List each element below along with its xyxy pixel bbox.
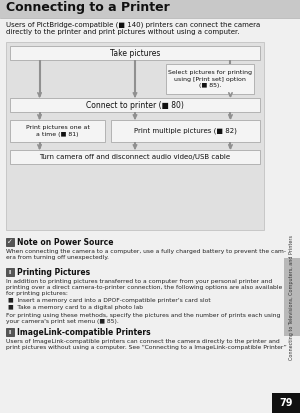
Text: Connect to printer (■ 80): Connect to printer (■ 80) [86, 100, 184, 109]
Text: Users of ImageLink-compatible printers can connect the camera directly to the pr: Users of ImageLink-compatible printers c… [6, 339, 287, 350]
Text: Take pictures: Take pictures [110, 48, 160, 57]
FancyBboxPatch shape [10, 98, 260, 112]
Text: In addition to printing pictures transferred to a computer from your personal pr: In addition to printing pictures transfe… [6, 279, 282, 297]
Text: ■  Insert a memory card into a DPOF-compatible printer's card slot: ■ Insert a memory card into a DPOF-compa… [8, 298, 211, 303]
Text: Connecting to Televisions, Computers, and Printers: Connecting to Televisions, Computers, an… [290, 235, 295, 359]
FancyBboxPatch shape [6, 238, 14, 246]
Text: ✓: ✓ [7, 239, 13, 245]
FancyBboxPatch shape [111, 120, 260, 142]
FancyBboxPatch shape [272, 393, 300, 413]
Text: Note on Power Source: Note on Power Source [17, 238, 113, 247]
Text: Turn camera off and disconnect audio video/USB cable: Turn camera off and disconnect audio vid… [39, 154, 231, 160]
FancyBboxPatch shape [0, 0, 300, 18]
FancyBboxPatch shape [6, 42, 264, 230]
Text: Connecting to a Printer: Connecting to a Printer [6, 1, 170, 14]
Text: ■  Take a memory card to a digital photo lab: ■ Take a memory card to a digital photo … [8, 305, 143, 310]
Text: Printing Pictures: Printing Pictures [17, 268, 90, 277]
Text: l: l [9, 330, 11, 335]
Text: 79: 79 [279, 398, 293, 408]
FancyBboxPatch shape [10, 150, 260, 164]
Text: l: l [9, 270, 11, 275]
FancyBboxPatch shape [6, 328, 14, 336]
FancyBboxPatch shape [10, 120, 105, 142]
Text: For printing using these methods, specify the pictures and the number of prints : For printing using these methods, specif… [6, 313, 280, 324]
FancyBboxPatch shape [10, 46, 260, 60]
FancyBboxPatch shape [284, 258, 300, 336]
FancyBboxPatch shape [166, 64, 254, 94]
Text: Select pictures for printing
using [Print set] option
(■ 85).: Select pictures for printing using [Prin… [168, 70, 252, 88]
Text: Print pictures one at
a time (■ 81): Print pictures one at a time (■ 81) [26, 126, 89, 137]
Text: When connecting the camera to a computer, use a fully charged battery to prevent: When connecting the camera to a computer… [6, 249, 286, 260]
FancyBboxPatch shape [6, 268, 14, 276]
Text: Print multiple pictures (■ 82): Print multiple pictures (■ 82) [134, 128, 237, 134]
Text: Users of PictBridge-compatible (■ 140) printers can connect the camera
directly : Users of PictBridge-compatible (■ 140) p… [6, 21, 260, 35]
Text: ImageLink-compatible Printers: ImageLink-compatible Printers [17, 328, 151, 337]
